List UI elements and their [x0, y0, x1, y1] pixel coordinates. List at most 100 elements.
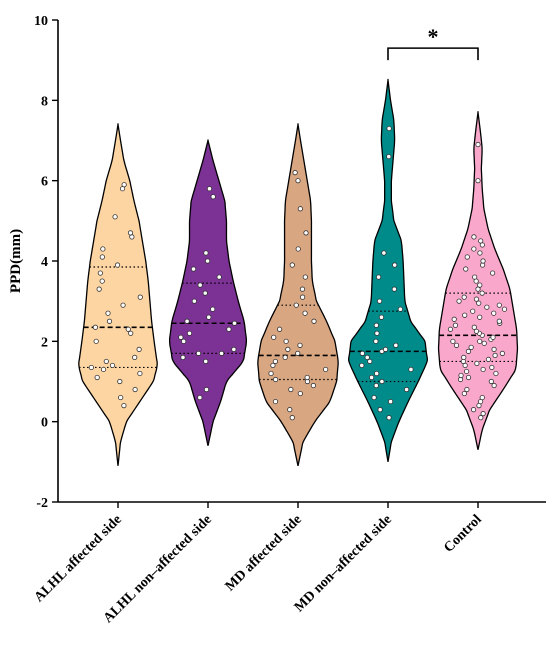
data-point [374, 330, 380, 336]
data-point [463, 368, 470, 375]
data-point [271, 334, 277, 340]
data-point [202, 290, 208, 296]
data-point [403, 386, 410, 393]
data-point [210, 194, 216, 200]
data-point [477, 282, 483, 288]
data-point [268, 370, 274, 377]
significance-star: * [428, 24, 439, 49]
data-point [285, 346, 291, 352]
data-point [373, 322, 379, 328]
data-point [125, 326, 131, 332]
data-point [287, 407, 293, 413]
data-point [471, 324, 477, 330]
violin-1 [78, 123, 158, 466]
violin-3 [257, 123, 339, 466]
data-point [288, 386, 294, 393]
violin-body [168, 139, 248, 446]
data-point [210, 306, 216, 312]
data-point [376, 298, 383, 304]
data-point [297, 206, 303, 212]
violins-layer [78, 78, 519, 466]
data-point [137, 294, 143, 300]
data-point [461, 294, 467, 300]
data-point [484, 304, 490, 310]
data-point [408, 366, 414, 373]
y-tick-label: 4 [41, 255, 48, 270]
data-point [186, 330, 193, 336]
data-point [180, 354, 186, 360]
data-point [452, 322, 459, 328]
x-category-label: Control [441, 512, 485, 556]
data-point [299, 286, 306, 292]
data-point [393, 342, 399, 348]
data-point [114, 262, 121, 268]
data-point [464, 386, 470, 393]
y-axis-title: PPD(mm) [8, 229, 24, 293]
x-category-label: MD affected side [223, 512, 305, 594]
data-point [184, 318, 190, 324]
data-point [470, 308, 476, 314]
data-point [456, 298, 462, 304]
data-point [272, 398, 279, 405]
data-point [226, 326, 232, 332]
data-point [132, 386, 138, 393]
data-point [311, 318, 317, 324]
violin-5 [437, 111, 519, 450]
data-point [203, 386, 210, 393]
data-point [283, 338, 289, 344]
data-point [479, 394, 485, 401]
data-point [491, 310, 497, 316]
violin-4 [347, 78, 429, 462]
data-point [203, 250, 209, 256]
data-point [475, 178, 481, 184]
data-point [371, 394, 377, 401]
data-point [270, 362, 276, 369]
data-point [447, 326, 454, 332]
data-point [97, 270, 103, 276]
data-point [297, 342, 303, 348]
data-point [218, 350, 225, 356]
data-point [477, 314, 483, 320]
data-point [481, 340, 487, 346]
data-point [461, 354, 467, 360]
data-point [136, 346, 142, 352]
data-point [106, 318, 113, 324]
data-point [491, 382, 497, 389]
data-point [118, 394, 124, 401]
data-point [386, 125, 392, 132]
data-point [489, 364, 495, 371]
data-point [96, 286, 102, 292]
data-point [373, 382, 379, 389]
data-point [231, 346, 237, 352]
data-point [132, 354, 138, 360]
data-point [491, 346, 497, 352]
data-point [478, 238, 484, 244]
data-point [480, 411, 486, 417]
data-point [462, 312, 468, 318]
data-point [388, 398, 394, 405]
data-point [490, 270, 496, 276]
data-point [473, 328, 480, 334]
y-tick-label: -2 [36, 496, 48, 511]
data-point [295, 246, 301, 252]
data-point [490, 334, 496, 340]
violin-body [347, 78, 429, 462]
data-point [191, 298, 197, 304]
data-point [190, 266, 197, 272]
data-point [103, 358, 109, 365]
data-point [88, 364, 94, 371]
data-point [461, 390, 467, 397]
data-point [203, 358, 209, 365]
data-point [323, 366, 329, 373]
data-point [364, 354, 370, 360]
data-point [475, 141, 481, 148]
data-point [382, 346, 389, 352]
data-point [453, 342, 460, 348]
data-point [273, 376, 279, 383]
data-point [292, 170, 298, 176]
significance-bracket [387, 47, 479, 61]
data-point [128, 330, 134, 336]
data-point [496, 318, 502, 324]
data-point [479, 290, 485, 296]
data-point [216, 274, 222, 280]
